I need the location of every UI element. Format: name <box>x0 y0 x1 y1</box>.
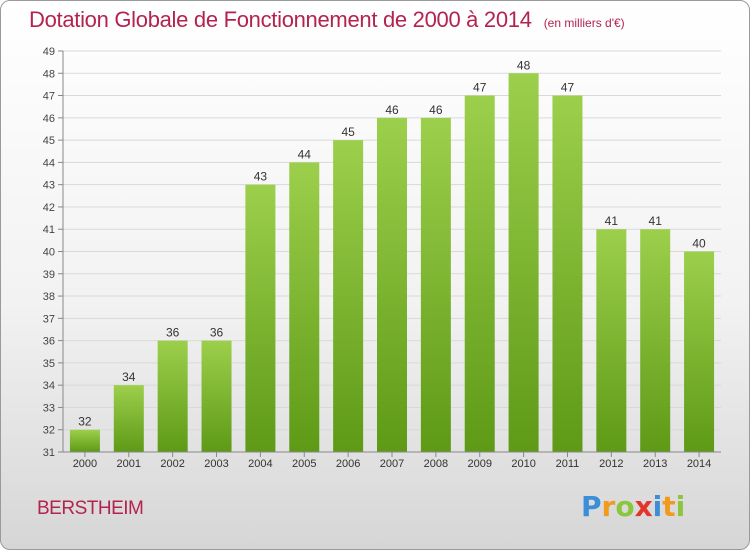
x-tick-label: 2005 <box>292 458 316 470</box>
y-tick-label: 35 <box>43 358 55 370</box>
bar <box>157 340 188 452</box>
bar <box>201 340 232 452</box>
bar-value-label: 47 <box>473 81 487 95</box>
y-tick-label: 43 <box>43 180 55 192</box>
bar <box>420 117 451 452</box>
x-tick-label: 2009 <box>467 458 491 470</box>
bar-value-label: 43 <box>254 170 268 184</box>
y-tick-label: 37 <box>43 313 55 325</box>
bar-value-label: 41 <box>605 214 619 228</box>
bar-value-label: 32 <box>78 415 92 429</box>
y-tick-label: 42 <box>43 202 55 214</box>
y-tick-label: 34 <box>43 380 55 392</box>
bar <box>69 429 100 452</box>
bar <box>464 95 495 453</box>
bar <box>508 73 539 453</box>
bar <box>113 385 144 452</box>
proxiti-logo: Proxiti <box>581 490 686 523</box>
bars <box>69 73 715 453</box>
x-tick-label: 2006 <box>336 458 360 470</box>
x-tick-label: 2010 <box>511 458 535 470</box>
y-tick-label: 39 <box>43 269 55 281</box>
x-tick-label: 2011 <box>556 458 580 470</box>
x-tick-label: 2001 <box>117 458 141 470</box>
y-tick-label: 46 <box>43 113 55 125</box>
bar <box>552 95 583 453</box>
x-tick-label: 2007 <box>380 458 404 470</box>
bar-value-label: 40 <box>692 237 706 251</box>
x-tick-label: 2004 <box>248 458 272 470</box>
bar-value-label: 45 <box>341 125 355 139</box>
x-tick-label: 2002 <box>160 458 184 470</box>
bar <box>596 229 627 452</box>
axes <box>58 50 721 457</box>
y-tick-label: 48 <box>43 68 55 80</box>
bar-value-label: 46 <box>385 103 399 117</box>
y-tick-label: 38 <box>43 291 55 303</box>
bar <box>684 251 715 452</box>
bar-value-label: 36 <box>210 326 224 340</box>
y-tick-label: 49 <box>43 46 55 58</box>
x-tick-label: 2013 <box>643 458 667 470</box>
bar-value-label: 36 <box>166 326 180 340</box>
x-tick-label: 2003 <box>204 458 228 470</box>
bar-value-label: 44 <box>298 147 312 161</box>
y-tick-label: 33 <box>43 402 55 414</box>
y-tick-label: 32 <box>43 425 55 437</box>
y-tick-label: 36 <box>43 336 55 348</box>
x-tick-label: 2012 <box>599 458 623 470</box>
x-tick-label: 2008 <box>424 458 448 470</box>
labels: 31 32 33 34 35 36 37 38 39 40 41 42 43 44 45 46 47 48 49 32… <box>43 46 712 470</box>
bar <box>333 140 364 452</box>
bar-value-label: 34 <box>122 370 136 384</box>
x-tick-label: 2014 <box>687 458 711 470</box>
y-tick-label: 40 <box>43 247 55 259</box>
y-tick-label: 41 <box>43 224 55 236</box>
bar-value-label: 48 <box>517 58 531 72</box>
bar <box>245 184 276 452</box>
chart-title-text: Dotation Globale de Fonctionnement de 20… <box>29 7 532 32</box>
chart-title: Dotation Globale de Fonctionnement de 20… <box>29 7 625 33</box>
bar-value-label: 41 <box>649 214 663 228</box>
commune-name: BERSTHEIM <box>37 498 144 519</box>
y-tick-label: 44 <box>43 157 55 169</box>
bar <box>289 162 320 452</box>
chart-subtitle: (en milliers d'€) <box>543 16 625 30</box>
y-tick-label: 45 <box>43 135 55 147</box>
bar-value-label: 47 <box>561 81 575 95</box>
bar <box>377 117 407 452</box>
bar <box>640 229 671 452</box>
y-tick-label: 31 <box>43 447 55 459</box>
bar-value-label: 46 <box>429 103 443 117</box>
x-tick-label: 2000 <box>73 458 97 470</box>
y-tick-label: 47 <box>43 91 55 103</box>
